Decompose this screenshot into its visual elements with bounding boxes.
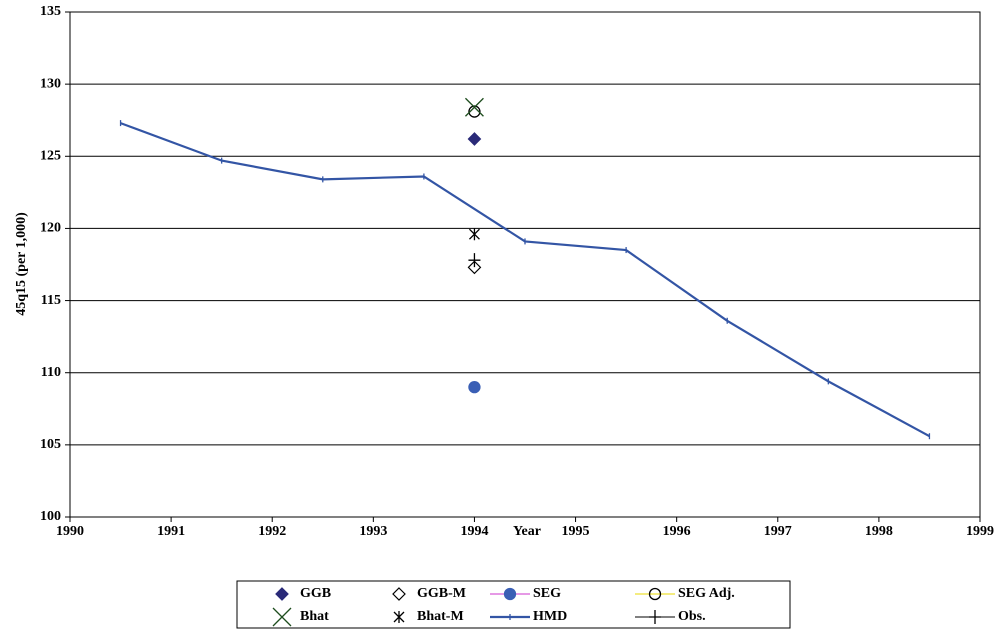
point	[467, 132, 482, 146]
y-tick-label: 130	[40, 76, 61, 91]
y-tick-label: 100	[40, 509, 61, 524]
legend-marker	[393, 611, 405, 623]
legend-label: Bhat-M	[417, 609, 464, 624]
x-tick-label: 1990	[56, 524, 84, 539]
legend-label: SEG Adj.	[678, 586, 735, 601]
x-tick-label: 1994	[460, 524, 488, 539]
point	[467, 260, 482, 275]
x-tick-label: 1995	[562, 524, 590, 539]
x-tick-label: 1997	[764, 524, 792, 539]
y-tick-label: 135	[40, 4, 61, 19]
legend-label: SEG	[533, 586, 561, 601]
legend-marker	[649, 610, 661, 624]
x-tick-label: 1991	[157, 524, 185, 539]
point	[464, 97, 484, 117]
y-tick-label: 115	[41, 293, 61, 308]
x-axis-label: Year	[513, 524, 541, 539]
legend-label: Obs.	[678, 609, 706, 624]
legend-marker	[272, 607, 292, 627]
legend-label: GGB	[300, 586, 331, 601]
y-tick-label: 120	[40, 221, 61, 236]
x-tick-label: 1998	[865, 524, 893, 539]
x-tick-label: 1992	[258, 524, 286, 539]
legend-marker	[392, 587, 406, 601]
legend-label: Bhat	[300, 609, 329, 624]
legend-label: GGB-M	[417, 586, 466, 601]
y-tick-label: 125	[40, 149, 61, 164]
point	[468, 380, 481, 394]
x-tick-label: 1993	[359, 524, 387, 539]
legend-box	[236, 580, 791, 629]
x-tick-label: 1999	[966, 524, 994, 539]
point	[468, 253, 481, 268]
y-tick-label: 105	[40, 437, 61, 452]
legend-marker	[275, 587, 289, 601]
y-axis-label: 45q15 (per 1,000)	[14, 212, 29, 316]
y-tick-label: 110	[41, 365, 61, 380]
point	[468, 105, 481, 118]
plot-area	[69, 11, 981, 518]
point	[468, 228, 480, 241]
legend-marker	[648, 587, 662, 601]
legend-label: HMD	[533, 609, 567, 624]
series-line	[120, 122, 930, 438]
x-tick-label: 1996	[663, 524, 691, 539]
legend-marker	[503, 587, 517, 601]
